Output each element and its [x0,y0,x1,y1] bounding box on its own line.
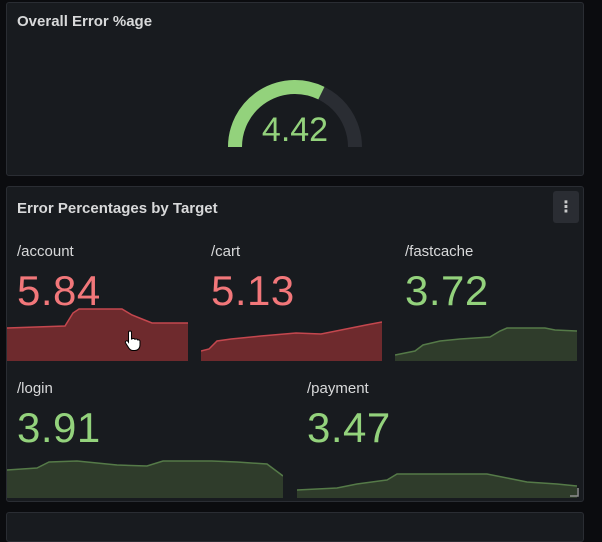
stat-value: 3.91 [17,404,101,451]
stat-label: /account [17,243,74,260]
sparkline [201,321,382,361]
stat-label: /cart [211,243,241,260]
gauge-value: 4.42 [261,111,329,149]
stat-login[interactable]: /login 3.91 [7,380,283,498]
stat-cart[interactable]: /cart 5.13 [201,243,382,361]
stat-payment[interactable]: /payment 3.47 [297,380,577,498]
error-percentages-panel: Error Percentages by Target ⋮ /account 5… [6,186,584,502]
stats-panel-title: Error Percentages by Target [17,200,218,217]
gauge-panel: Overall Error %age 4.42 [6,2,584,176]
gauge-panel-title: Overall Error %age [17,13,153,30]
stat-value: 5.84 [17,267,101,314]
stat-label: /payment [307,380,369,397]
stat-value: 3.72 [405,267,489,314]
kebab-menu-icon[interactable]: ⋮ [553,191,579,223]
sparkline [395,327,577,361]
sparkline [297,473,577,498]
next-panel [6,512,584,542]
hand-cursor-icon [124,330,141,351]
stat-label: /login [17,380,53,397]
resize-handle-icon[interactable] [569,487,579,497]
stat-fastcache[interactable]: /fastcache 3.72 [395,243,577,361]
gauge [228,80,362,148]
sparkline [7,308,188,361]
stat-label: /fastcache [405,243,474,260]
stat-account[interactable]: /account 5.84 [7,243,188,361]
sparkline [7,460,283,498]
stat-value: 5.13 [211,267,295,314]
stat-value: 3.47 [307,404,391,451]
gauge-fill [228,80,325,148]
